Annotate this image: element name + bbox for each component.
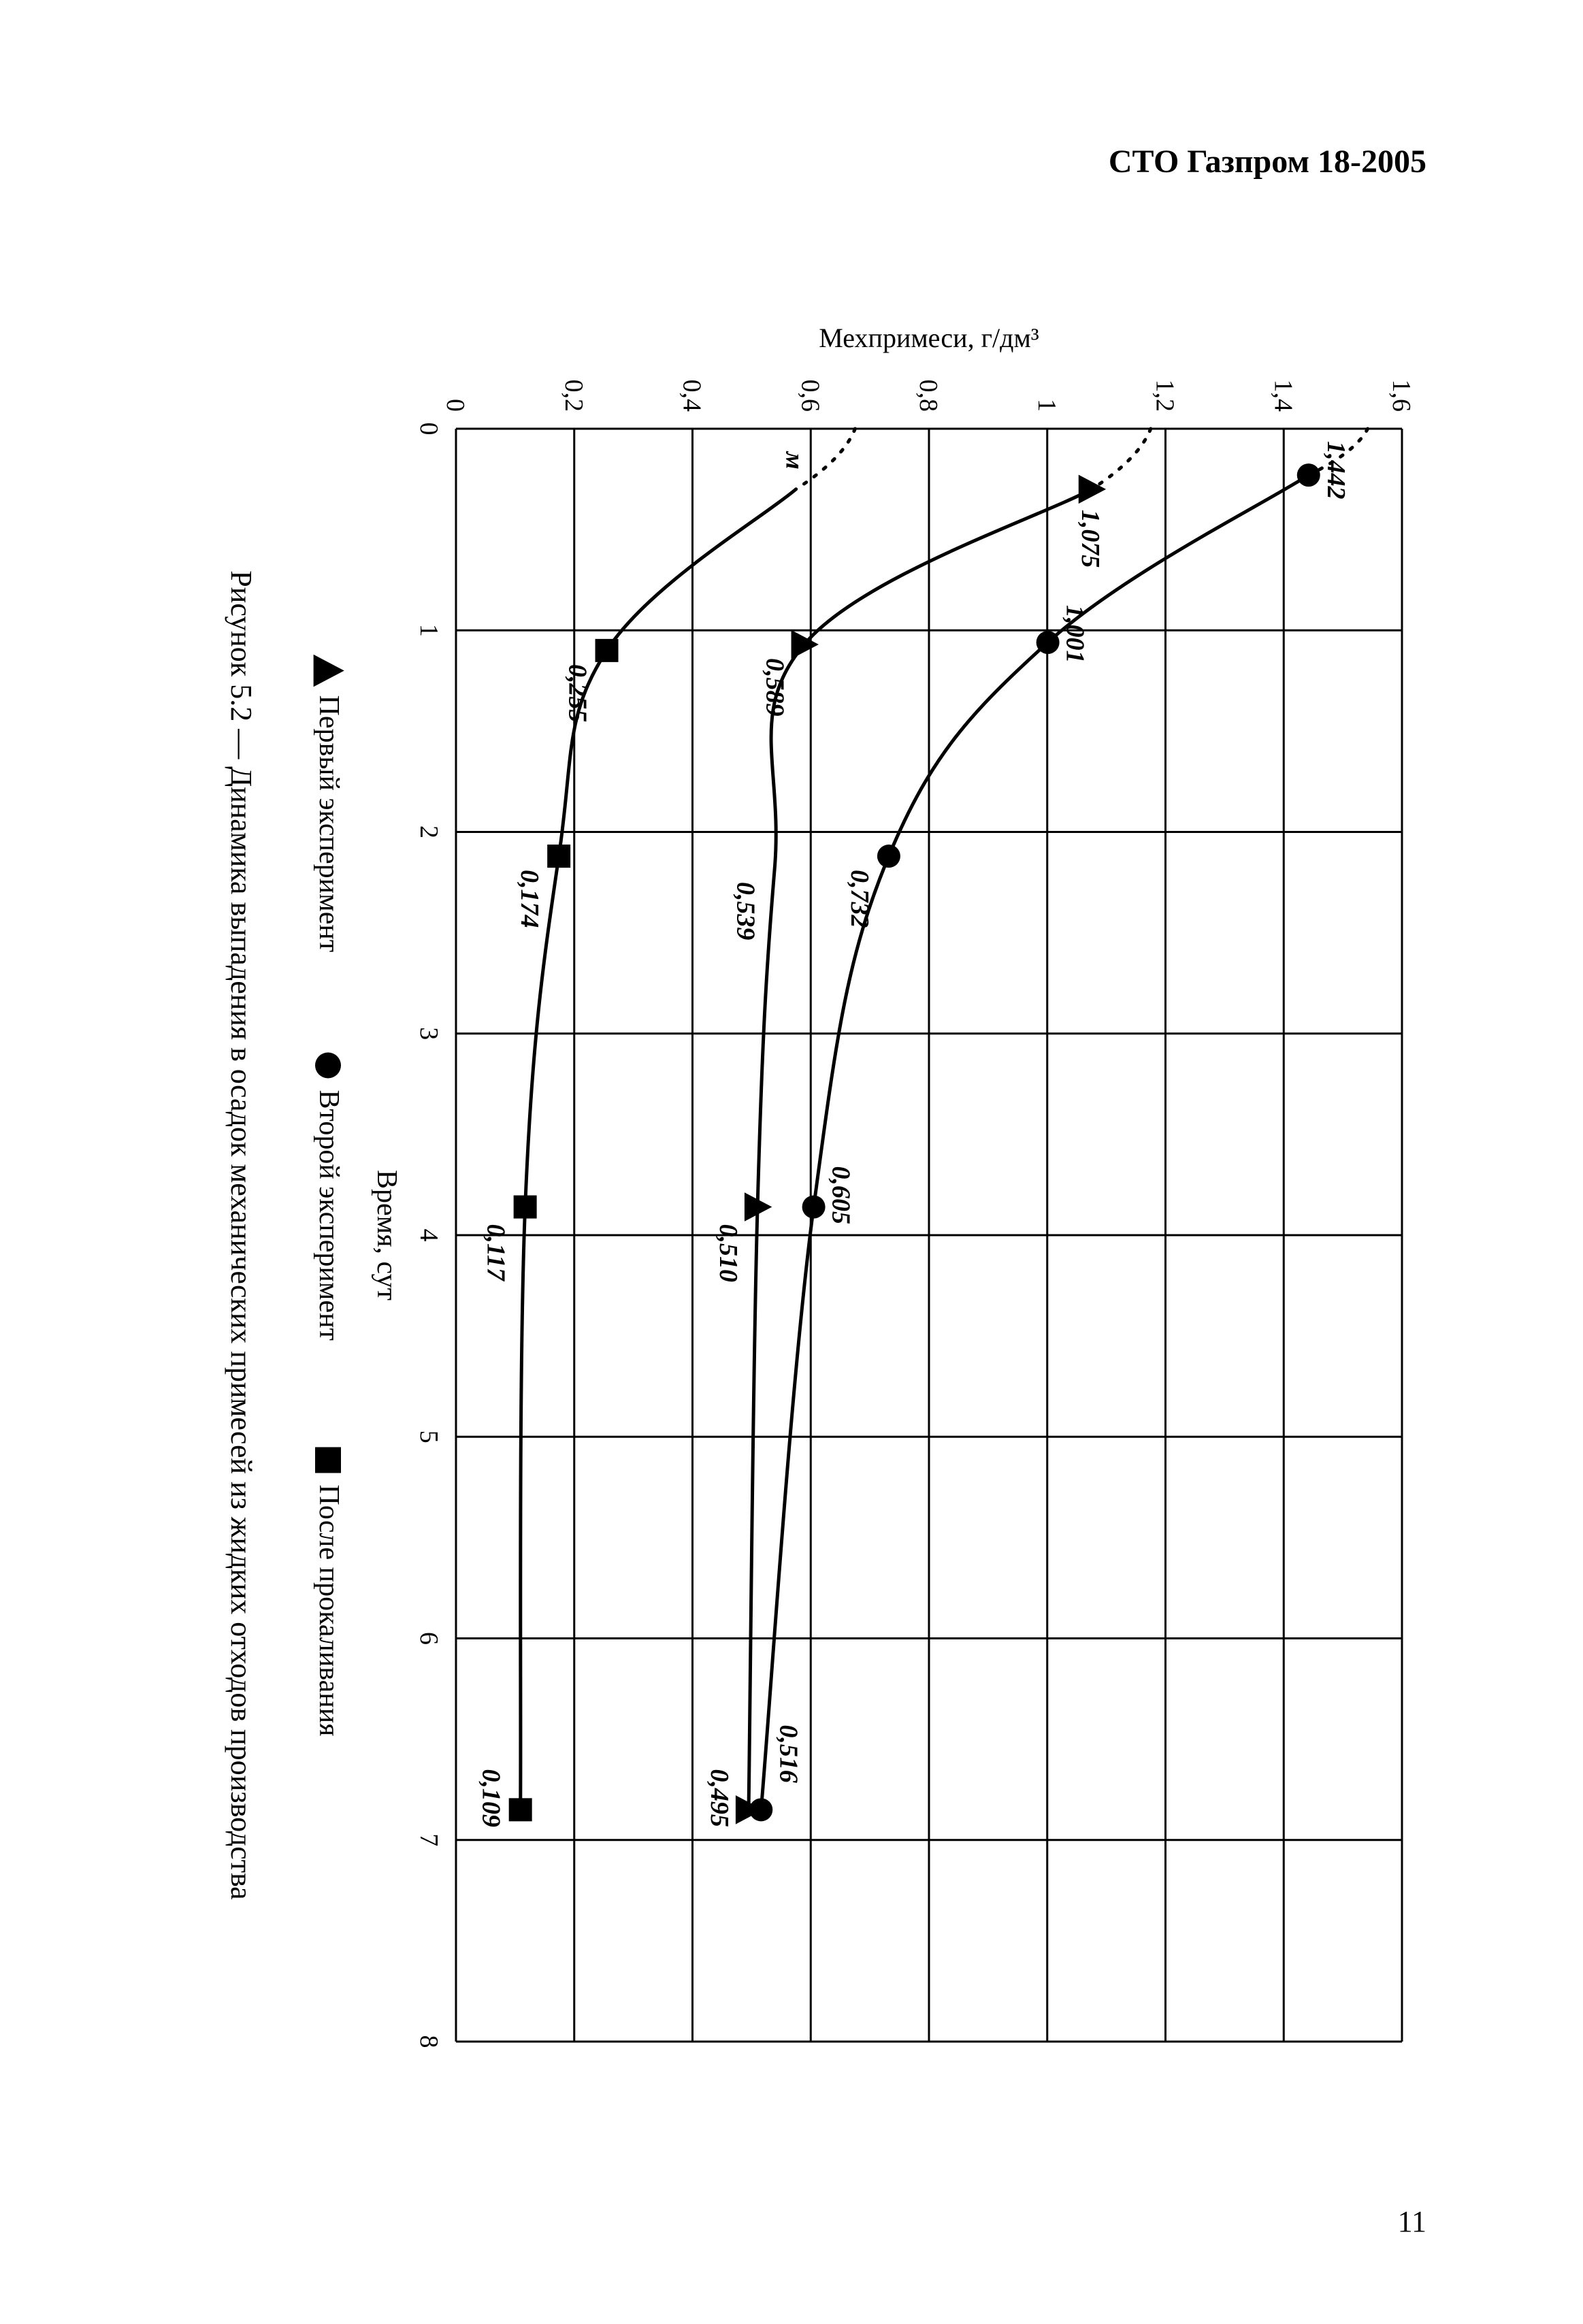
series-second-value-label: 0,732 <box>845 870 874 928</box>
legend-first-marker-icon <box>314 655 344 687</box>
series-second-line <box>761 475 1308 1810</box>
series-second-value-label: 1,001 <box>1061 605 1090 664</box>
legend-first-label: Первый эксперимент <box>313 695 344 953</box>
series-second-marker <box>1297 463 1320 487</box>
series-first-value-label: 0,510 <box>714 1224 742 1283</box>
chart-rotated-container: 01234567800,20,40,60,811,21,41,6Мехприме… <box>0 565 1583 1803</box>
x-tick-label: 2 <box>414 825 443 838</box>
series-calc-marker <box>514 1196 537 1219</box>
legend-second-marker-icon <box>315 1053 341 1079</box>
series-calc-marker <box>595 639 619 662</box>
series-second-marker <box>802 1196 826 1219</box>
series-calc-value-label: 0,174 <box>515 870 544 928</box>
series-first-value-label: 0,539 <box>731 882 760 940</box>
series-calc-marker <box>509 1798 532 1821</box>
page: СТО Газпром 18-2005 11 01234567800,20,40… <box>0 0 1583 2324</box>
y-tick-label: 0,2 <box>559 380 588 412</box>
legend-calc-marker-icon <box>315 1447 341 1473</box>
x-tick-label: 8 <box>414 2035 443 2048</box>
y-tick-label: 1 <box>1032 399 1061 412</box>
y-tick-label: 0,8 <box>914 380 943 412</box>
y-axis-title: Мехпримеси, г/дм³ <box>819 323 1039 353</box>
series-first-value-label: 0,589 <box>761 658 789 717</box>
legend-calc-label: После прокаливания <box>313 1485 344 1737</box>
y-tick-label: 0,4 <box>678 380 706 412</box>
series-calc-value-label: 0,109 <box>477 1769 506 1827</box>
x-tick-label: 6 <box>414 1632 443 1645</box>
series-first-value-label: 0,495 <box>705 1769 734 1827</box>
x-tick-label: 5 <box>414 1430 443 1443</box>
x-tick-label: 4 <box>414 1229 443 1242</box>
y-tick-label: 0 <box>441 399 470 412</box>
series-second-value-label: 1,442 <box>1322 441 1350 500</box>
series-first-line <box>749 489 1092 1810</box>
series-calc-value-label: 0,255 <box>564 664 592 723</box>
series-first-marker <box>1079 475 1106 504</box>
line-chart: 0 1 2 3 4 5 6 7 8 0 0,2 0,4 0,6 0,8 1 1,2 1,4 1,6 Мехприме… <box>191 299 1429 2069</box>
x-tick-label: 7 <box>414 1833 443 1846</box>
series-calc-value-label: м <box>781 451 809 470</box>
x-tick-label: 3 <box>414 1027 443 1040</box>
series-calc-line <box>521 489 796 1810</box>
x-tick-label: 1 <box>414 624 443 637</box>
legend-second-label: Второй эксперимент <box>313 1090 344 1341</box>
y-tick-label: 1,2 <box>1151 380 1179 412</box>
figure-caption: Рисунок 5.2 — Динамика выпадения в осадо… <box>225 570 258 1899</box>
series-second-marker <box>1037 631 1060 654</box>
series-first-value-label: 1,075 <box>1076 510 1105 568</box>
x-axis-title: Время, сут <box>371 1170 402 1300</box>
y-tick-label: 1,6 <box>1387 380 1416 412</box>
y-tick-label: 0,6 <box>796 380 824 412</box>
y-tick-label: 1,4 <box>1269 380 1297 412</box>
series-first-lead <box>1092 429 1151 489</box>
series-second-value-label: 0,516 <box>774 1724 802 1783</box>
series-second-marker <box>877 845 900 868</box>
page-number: 11 <box>1398 2204 1426 2239</box>
document-header: СТО Газпром 18-2005 <box>1109 143 1426 180</box>
x-tick-label: 0 <box>414 423 443 436</box>
series-calc-value-label: 0,117 <box>482 1224 510 1282</box>
chart-container: 0 1 2 3 4 5 6 7 8 0 0,2 0,4 0,6 0,8 1 1,2 1,4 1,6 Мехприме… <box>191 299 1429 2069</box>
series-second-value-label: 0,605 <box>827 1166 855 1225</box>
series-calc-marker <box>547 845 570 868</box>
